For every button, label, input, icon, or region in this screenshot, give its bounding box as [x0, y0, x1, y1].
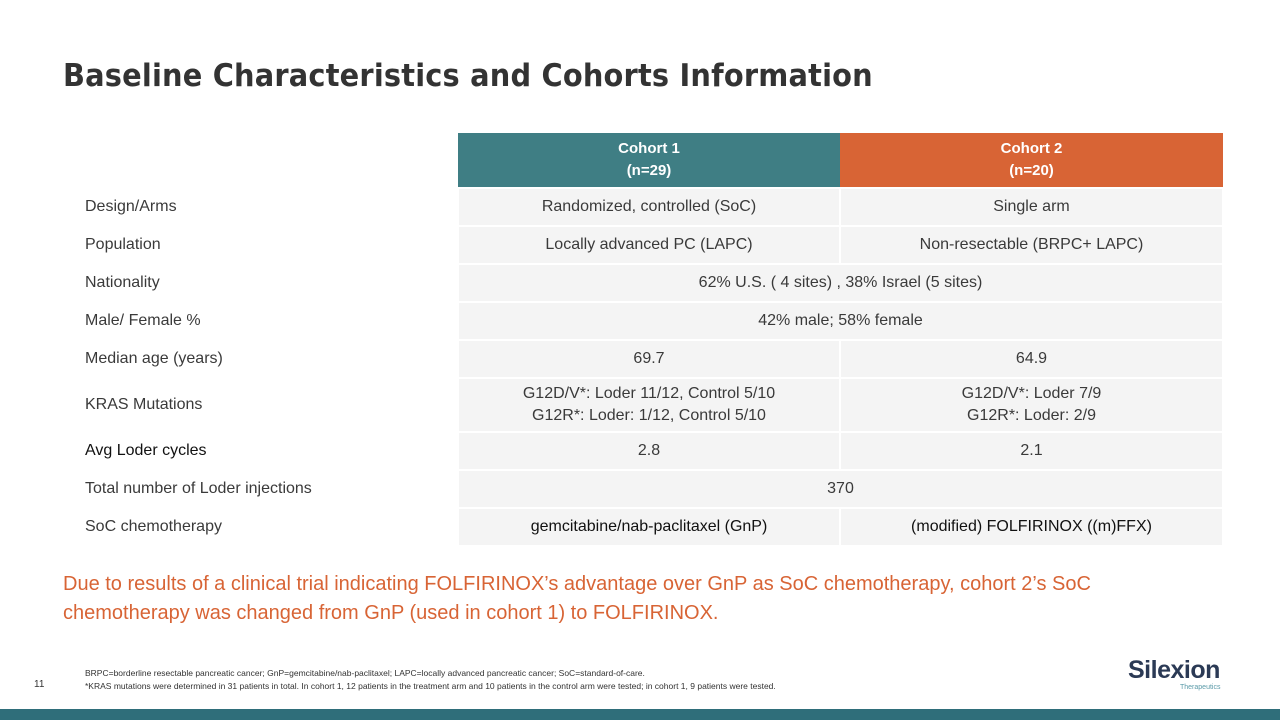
cohort-1-value: G12D/V*: Loder 11/12, Control 5/10 G12R*… — [457, 377, 841, 433]
footer-bar — [0, 709, 1280, 720]
table-row: Nationality 62% U.S. ( 4 sites) , 38% Is… — [72, 263, 1224, 303]
table-row: KRAS Mutations G12D/V*: Loder 11/12, Con… — [72, 377, 1224, 433]
table-row: Male/ Female % 42% male; 58% female — [72, 301, 1224, 341]
cohort-2-header: Cohort 2 (n=20) — [840, 133, 1223, 188]
slide-title: Baseline Characteristics and Cohorts Inf… — [63, 58, 873, 94]
value-line: G12D/V*: Loder 11/12, Control 5/10 — [522, 385, 776, 402]
cohort-1-title: Cohort 1 — [618, 140, 680, 157]
value-line: G12R*: Loder: 2/9 — [967, 407, 1096, 424]
logo-word: Silexion — [1128, 656, 1220, 684]
table-header-row: Cohort 1 (n=29) Cohort 2 (n=20) — [72, 133, 1223, 188]
page-number: 11 — [34, 679, 45, 690]
table-row: Total number of Loder injections 370 — [72, 469, 1224, 509]
cohort-1-header: Cohort 1 (n=29) — [458, 133, 840, 188]
value-line: G12D/V*: Loder 7/9 — [961, 385, 1102, 402]
cohort-2-value: Non-resectable (BRPC+ LAPC) — [839, 225, 1224, 265]
row-label: Design/Arms — [72, 188, 458, 226]
cohort-2-value: G12D/V*: Loder 7/9 G12R*: Loder: 2/9 — [839, 377, 1224, 433]
cohort-2-value: (modified) FOLFIRINOX ((m)FFX) — [839, 507, 1224, 547]
footnote-abbreviations: BRPC=borderline resectable pancreatic ca… — [85, 668, 645, 678]
company-logo: Silexion Therapeutics — [1128, 656, 1223, 696]
cohort-1-value: Randomized, controlled (SoC) — [457, 187, 841, 227]
row-label: Total number of Loder injections — [72, 470, 458, 508]
row-label: KRAS Mutations — [72, 378, 458, 432]
cohort-2-count: (n=20) — [1009, 162, 1054, 179]
row-label: SoC chemotherapy — [72, 508, 458, 546]
table-row: Design/Arms Randomized, controlled (SoC)… — [72, 187, 1224, 227]
cohort-1-value: Locally advanced PC (LAPC) — [457, 225, 841, 265]
footnote-kras: *KRAS mutations were determined in 31 pa… — [85, 681, 776, 691]
row-label: Male/ Female % — [72, 302, 458, 340]
table-row: Avg Loder cycles 2.8 2.1 — [72, 431, 1224, 471]
highlight-note: Due to results of a clinical trial indic… — [63, 573, 1091, 624]
merged-value: 42% male; 58% female — [457, 301, 1224, 341]
cohort-2-value: 64.9 — [839, 339, 1224, 379]
footnotes: BRPC=borderline resectable pancreatic ca… — [85, 667, 776, 693]
table-row: Population Locally advanced PC (LAPC) No… — [72, 225, 1224, 265]
merged-value: 62% U.S. ( 4 sites) , 38% Israel (5 site… — [457, 263, 1224, 303]
value-line: G12R*: Loder: 1/12, Control 5/10 — [532, 407, 766, 424]
table-row: SoC chemotherapy gemcitabine/nab-paclita… — [72, 507, 1224, 547]
row-label: Population — [72, 226, 458, 264]
row-label: Nationality — [72, 264, 458, 302]
header-empty-cell — [72, 133, 458, 188]
cohort-1-count: (n=29) — [626, 162, 672, 179]
cohort-1-value: 69.7 — [457, 339, 841, 379]
cohort-2-value: 2.1 — [839, 431, 1224, 471]
table-row: Median age (years) 69.7 64.9 — [72, 339, 1224, 379]
row-label: Median age (years) — [72, 340, 458, 378]
merged-value: 370 — [457, 469, 1224, 509]
cohort-2-value: Single arm — [839, 187, 1224, 227]
logo-subtitle: Therapeutics — [1180, 684, 1221, 691]
cohort-1-value: 2.8 — [457, 431, 841, 471]
cohorts-table: Cohort 1 (n=29) Cohort 2 (n=20) Design/A… — [72, 133, 1224, 547]
cohort-1-value: gemcitabine/nab-paclitaxel (GnP) — [457, 507, 841, 547]
cohort-2-title: Cohort 2 — [1000, 140, 1063, 157]
row-label: Avg Loder cycles — [72, 432, 458, 470]
